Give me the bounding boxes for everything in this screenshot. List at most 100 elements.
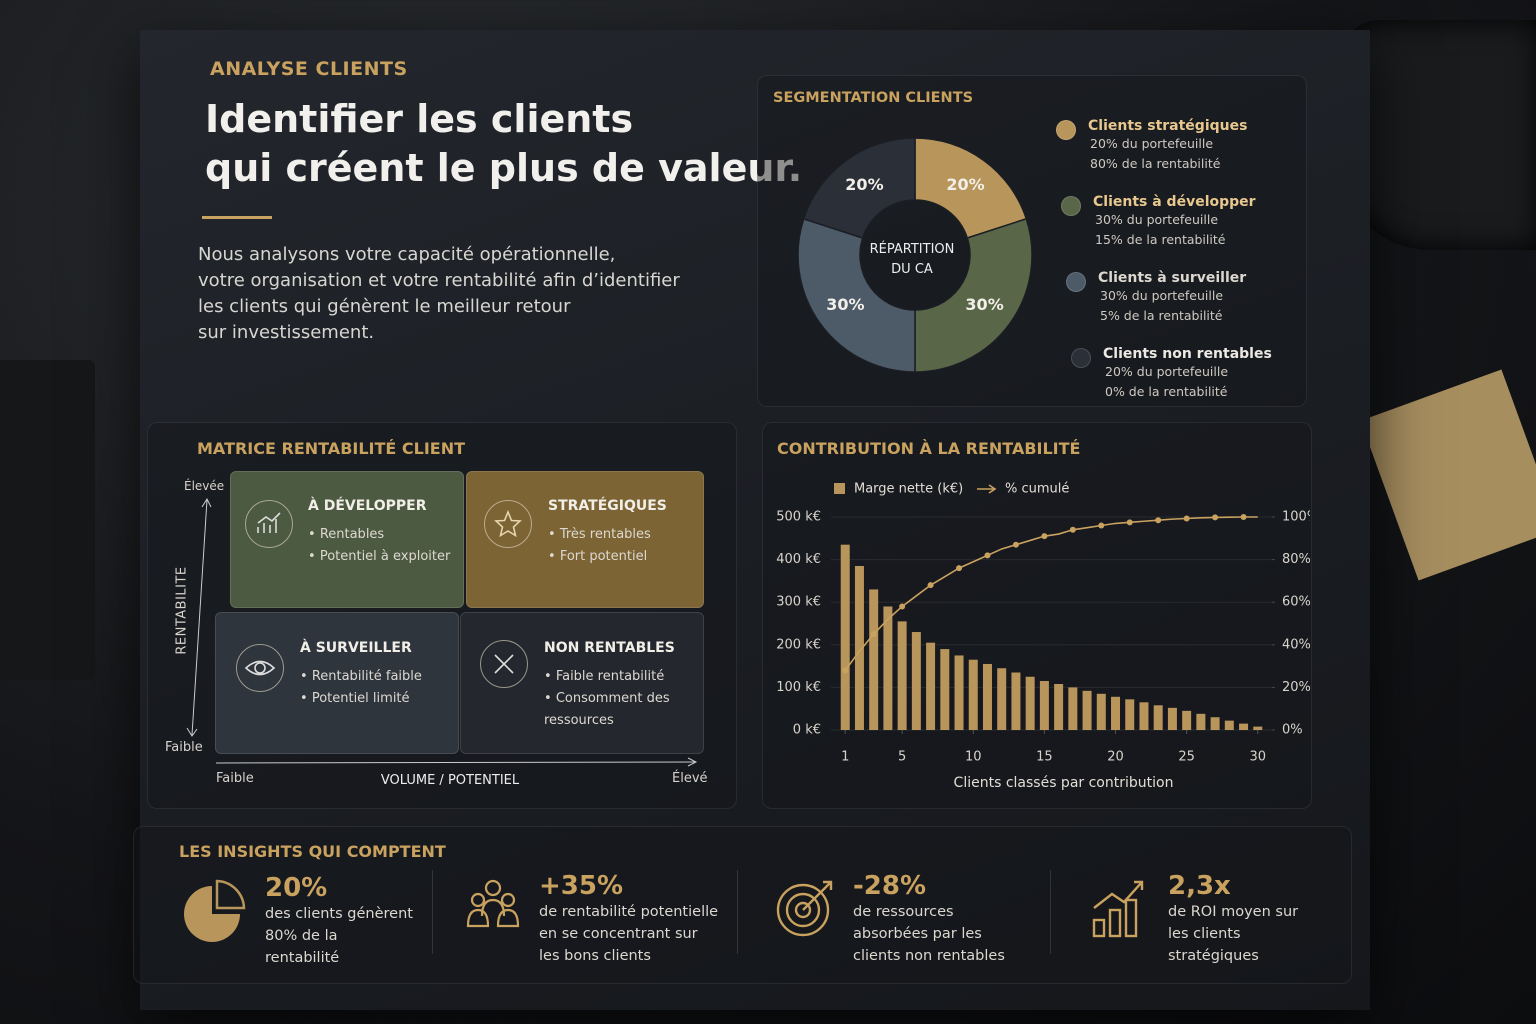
- y-tick-label: 400 k€: [776, 552, 821, 567]
- bar: [897, 621, 907, 730]
- bullet: Potentiel à exploiter: [308, 546, 451, 568]
- legend-swatch: [1061, 196, 1081, 216]
- x-tick-label: 10: [965, 750, 982, 765]
- headline-line: Identifier les clients: [205, 97, 634, 141]
- y2-tick-label: 20%: [1282, 680, 1310, 695]
- x-axis-low: Faible: [216, 771, 254, 786]
- x-axis-line: [215, 761, 696, 764]
- bullet: Consomment des ressources: [544, 688, 684, 732]
- icon-eye: [236, 644, 284, 692]
- legend-text: Clients à surveiller 30% du portefeuille 5…: [1098, 270, 1298, 326]
- quadrant-text: À SURVEILLER Rentabilité faiblePotentiel…: [300, 640, 422, 710]
- bar: [1068, 687, 1078, 730]
- y-tick-label: 100 k€: [776, 680, 821, 695]
- x-tick-label: 1: [841, 750, 849, 765]
- legend-detail: 30% du portefeuille: [1095, 212, 1219, 227]
- separator: [737, 870, 738, 954]
- bar: [968, 659, 978, 730]
- icon-cross: [480, 640, 528, 688]
- cumulative-line: [844, 516, 1258, 671]
- bar: [854, 565, 864, 730]
- line-point: [984, 552, 991, 559]
- quadrant-title: NON RENTABLES: [544, 640, 675, 656]
- line-point: [1155, 517, 1162, 524]
- slice-label: 30%: [826, 295, 864, 314]
- slice-label: 30%: [965, 295, 1003, 314]
- legend-detail: 30% du portefeuille: [1100, 288, 1224, 303]
- legend-swatch: [834, 483, 845, 494]
- line-point: [842, 667, 849, 674]
- bar: [997, 668, 1007, 730]
- line-point: [1041, 533, 1048, 540]
- legend-detail: 15% de la rentabilité: [1095, 232, 1226, 247]
- legend-swatch: [1071, 348, 1091, 368]
- donut-chart: 20% 30% 30% 20%: [797, 137, 1033, 373]
- legend-text: Clients stratégiques 20% du portefeuille 8…: [1088, 118, 1288, 174]
- separator: [1050, 870, 1051, 954]
- pie-slice: [914, 217, 1033, 373]
- legend-name: Clients à surveiller: [1098, 270, 1247, 286]
- pie-slice: [802, 137, 916, 239]
- center-line: RÉPARTITION: [869, 242, 955, 257]
- legend-name: Clients stratégiques: [1088, 118, 1248, 134]
- legend-text: Clients non rentables 20% du portefeuille…: [1103, 346, 1303, 402]
- y2-tick-label: 0%: [1282, 723, 1303, 738]
- y2-tick-label: 40%: [1282, 637, 1310, 652]
- y-tick-label: 500 k€: [776, 510, 821, 525]
- y-tick-label: 300 k€: [776, 595, 821, 610]
- insight: 20% des clients génèrent 80% de la renta…: [265, 873, 415, 969]
- pie-slice: [914, 137, 1028, 239]
- legend-swatch: [988, 484, 997, 494]
- line-point: [870, 631, 877, 638]
- legend-name: Clients non rentables: [1103, 346, 1272, 362]
- intro-line: sur investissement.: [198, 322, 375, 343]
- insights-panel: [133, 826, 1352, 984]
- donut-center-label: RÉPARTITION DU CA: [862, 240, 962, 280]
- icon-target: [776, 880, 833, 937]
- y2-tick-label: 80%: [1282, 552, 1310, 567]
- bar: [1139, 702, 1149, 730]
- icon: [494, 654, 514, 674]
- quadrant-bullets: Faible rentabilitéConsomment des ressour…: [544, 666, 684, 732]
- insight: 2,3x de ROI moyen sur les clients straté…: [1168, 871, 1318, 967]
- line-point: [899, 603, 906, 610]
- line-point: [1098, 522, 1105, 529]
- insight-value: 2,3x: [1168, 871, 1231, 901]
- legend-detail: 5% de la rentabilité: [1100, 308, 1223, 323]
- bar: [1096, 693, 1106, 730]
- bar: [1253, 726, 1263, 730]
- insight-value: 20%: [265, 873, 328, 903]
- icon-people: [466, 879, 520, 928]
- y-tick-label: 200 k€: [776, 637, 821, 652]
- icon-growth: [245, 500, 293, 548]
- insight-value: +35%: [539, 871, 624, 901]
- bar: [1167, 707, 1177, 730]
- quadrant-title: STRATÉGIQUES: [548, 498, 667, 514]
- icon: [494, 509, 522, 538]
- panel-title: LES INSIGHTS QUI COMPTENT: [179, 842, 446, 861]
- y-axis-line: [191, 499, 208, 736]
- legend-swatch: [1066, 272, 1086, 292]
- insight: -28% de ressources absorbées par les cli…: [853, 871, 1028, 967]
- y-axis-high: Élevée: [184, 479, 225, 493]
- line-point: [1126, 519, 1133, 526]
- eyebrow: ANALYSE CLIENTS: [210, 58, 408, 80]
- icon: [257, 512, 281, 533]
- bar: [1039, 681, 1049, 730]
- x-tick-label: 15: [1036, 750, 1053, 765]
- x-tick-label: 30: [1250, 750, 1267, 765]
- bar: [1210, 717, 1220, 730]
- bar: [1224, 720, 1234, 730]
- intro-line: votre organisation et votre rentabilité …: [198, 270, 680, 291]
- legend-swatch: [1056, 120, 1076, 140]
- legend-detail: 80% de la rentabilité: [1090, 156, 1221, 171]
- slice-label: 20%: [946, 175, 984, 194]
- bar: [869, 589, 879, 730]
- bullet: Potentiel limité: [300, 688, 422, 710]
- legend-detail: 0% de la rentabilité: [1105, 384, 1228, 399]
- quadrant-text: STRATÉGIQUES Très rentablesFort potentie…: [548, 498, 667, 568]
- decor-book: [0, 360, 95, 680]
- bullet: Rentables: [308, 524, 450, 546]
- quadrant-text: NON RENTABLES Faible rentabilitéConsomme…: [544, 640, 684, 732]
- legend-detail: 20% du portefeuille: [1105, 364, 1229, 379]
